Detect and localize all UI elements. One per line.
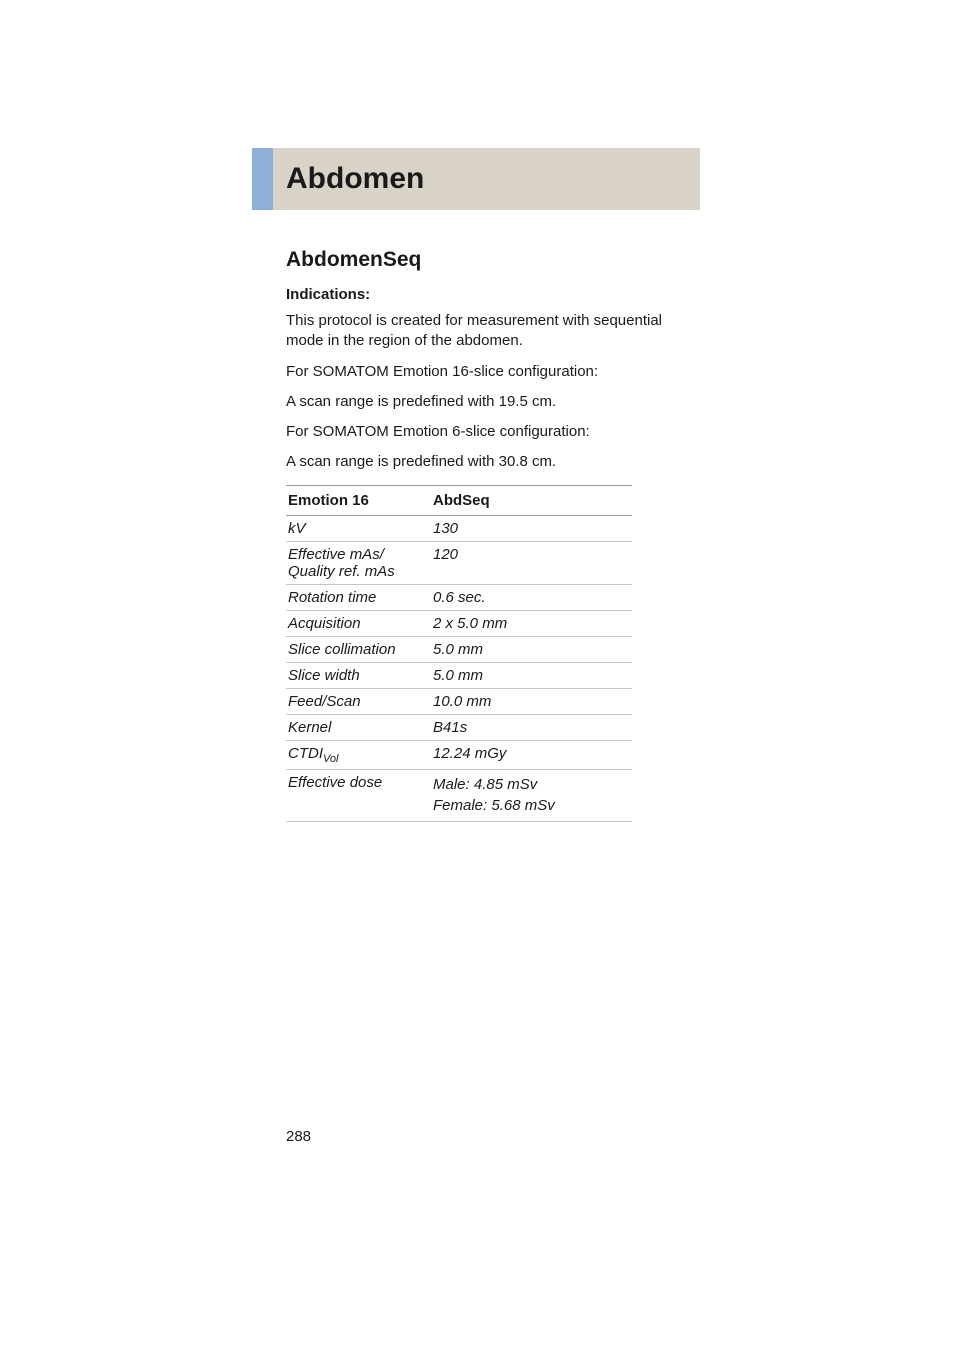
paragraph: A scan range is predefined with 19.5 cm.	[286, 392, 662, 412]
table-row: Effective dose Male: 4.85 mSv Female: 5.…	[286, 769, 632, 822]
table-row: kV 130	[286, 515, 632, 541]
paragraph: For SOMATOM Emotion 6-slice configuratio…	[286, 422, 662, 442]
paragraph: A scan range is predefined with 30.8 cm.	[286, 452, 662, 472]
content-block: AbdomenSeq Indications: This protocol is…	[286, 248, 662, 822]
param-cell: Effective mAs/ Quality ref. mAs	[286, 541, 431, 584]
page-title: Abdomen	[286, 148, 424, 210]
ctdi-subscript: Vol	[323, 753, 339, 765]
param-cell: Rotation time	[286, 584, 431, 610]
param-cell: Kernel	[286, 714, 431, 740]
indications-label: Indications:	[286, 286, 662, 303]
table-row: Kernel B41s	[286, 714, 632, 740]
page: Abdomen AbdomenSeq Indications: This pro…	[0, 0, 954, 1351]
value-cell: 2 x 5.0 mm	[431, 610, 632, 636]
table-header-row: Emotion 16 AbdSeq	[286, 485, 632, 515]
table-row: Acquisition 2 x 5.0 mm	[286, 610, 632, 636]
value-cell: 5.0 mm	[431, 636, 632, 662]
spec-table: Emotion 16 AbdSeq kV 130 Effective mAs/ …	[286, 485, 632, 823]
table-row: Feed/Scan 10.0 mm	[286, 688, 632, 714]
value-cell: 10.0 mm	[431, 688, 632, 714]
value-cell: 130	[431, 515, 632, 541]
param-cell: Effective dose	[286, 769, 431, 822]
value-cell: 5.0 mm	[431, 662, 632, 688]
param-cell: kV	[286, 515, 431, 541]
ctdi-label: CTDI	[288, 745, 323, 762]
table-row: CTDIVol 12.24 mGy	[286, 740, 632, 769]
value-cell: 120	[431, 541, 632, 584]
table-row: Slice width 5.0 mm	[286, 662, 632, 688]
dose-male: Male: 4.85 mSv	[433, 776, 537, 793]
param-cell: Slice collimation	[286, 636, 431, 662]
param-cell: Feed/Scan	[286, 688, 431, 714]
page-number: 288	[286, 1128, 311, 1145]
param-cell: Slice width	[286, 662, 431, 688]
value-cell: 12.24 mGy	[431, 740, 632, 769]
value-cell: B41s	[431, 714, 632, 740]
table-row: Slice collimation 5.0 mm	[286, 636, 632, 662]
table-row: Rotation time 0.6 sec.	[286, 584, 632, 610]
section-subhead: AbdomenSeq	[286, 248, 662, 272]
param-cell: Acquisition	[286, 610, 431, 636]
paragraph: For SOMATOM Emotion 16-slice configurati…	[286, 362, 662, 382]
header-accent	[252, 148, 273, 210]
param-cell: CTDIVol	[286, 740, 431, 769]
value-cell: 0.6 sec.	[431, 584, 632, 610]
table-header-left: Emotion 16	[286, 485, 431, 515]
table-row: Effective mAs/ Quality ref. mAs 120	[286, 541, 632, 584]
paragraph: This protocol is created for measurement…	[286, 311, 662, 352]
dose-female: Female: 5.68 mSv	[433, 797, 555, 814]
table-header-right: AbdSeq	[431, 485, 632, 515]
value-cell: Male: 4.85 mSv Female: 5.68 mSv	[431, 769, 632, 822]
